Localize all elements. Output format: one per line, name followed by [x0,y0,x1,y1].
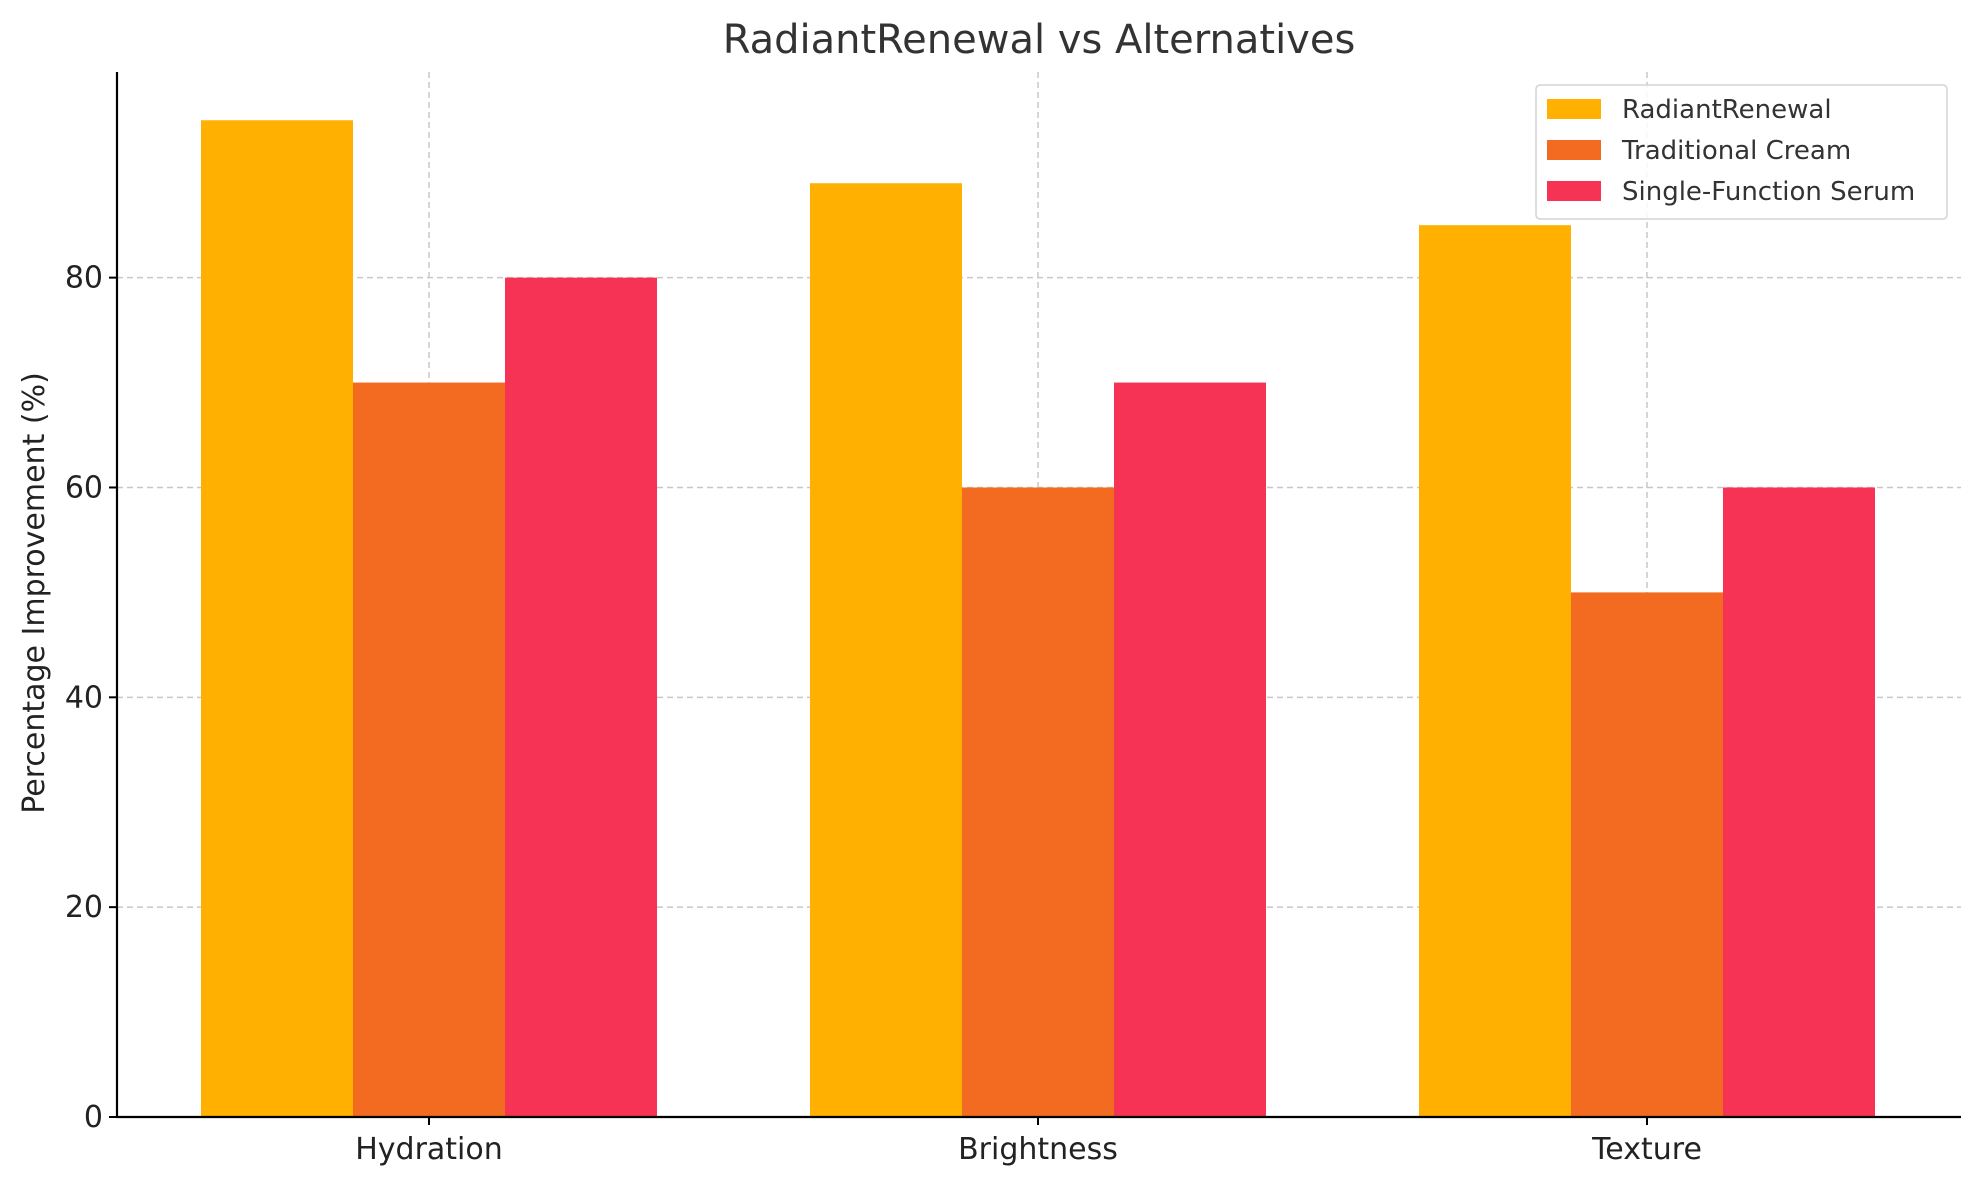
y-tick-label: 80 [65,261,103,296]
bar-traditional-cream-texture [1571,592,1723,1117]
y-tick-label: 40 [65,680,103,715]
bar-radiantrenewal-hydration [201,120,353,1117]
bar-radiantrenewal-texture [1419,225,1571,1117]
y-tick-label: 60 [65,470,103,505]
legend-box [1535,84,1948,220]
ticks-layer: 0 20 40 60 80 Hydration Brightness Texture [65,261,1702,1167]
x-tick-label: Brightness [958,1132,1118,1167]
legend-label: RadiantRenewal [1622,95,1832,125]
legend: RadiantRenewal Traditional Cream Single-Fu… [1535,84,1948,220]
y-tick-label: 20 [65,890,103,925]
bars-layer [201,120,1875,1118]
y-axis-label: Percentage Improvement (%) [17,372,52,814]
legend-swatch [1547,140,1601,160]
y-tick-label: 0 [84,1100,103,1135]
x-tick-label: Hydration [355,1132,503,1167]
bar-single-function-serum-texture [1723,487,1875,1117]
legend-swatch [1547,99,1601,119]
bar-single-function-serum-brightness [1114,382,1266,1117]
bar-radiantrenewal-brightness [810,183,962,1118]
legend-swatch [1547,181,1601,201]
bar-traditional-cream-brightness [962,487,1114,1117]
legend-label: Single-Function Serum [1622,177,1915,207]
bar-single-function-serum-hydration [505,277,657,1117]
x-tick-label: Texture [1591,1132,1702,1167]
chart-title: RadiantRenewal vs Alternatives [723,17,1356,63]
bar-traditional-cream-hydration [353,382,505,1117]
legend-label: Traditional Cream [1621,136,1851,166]
